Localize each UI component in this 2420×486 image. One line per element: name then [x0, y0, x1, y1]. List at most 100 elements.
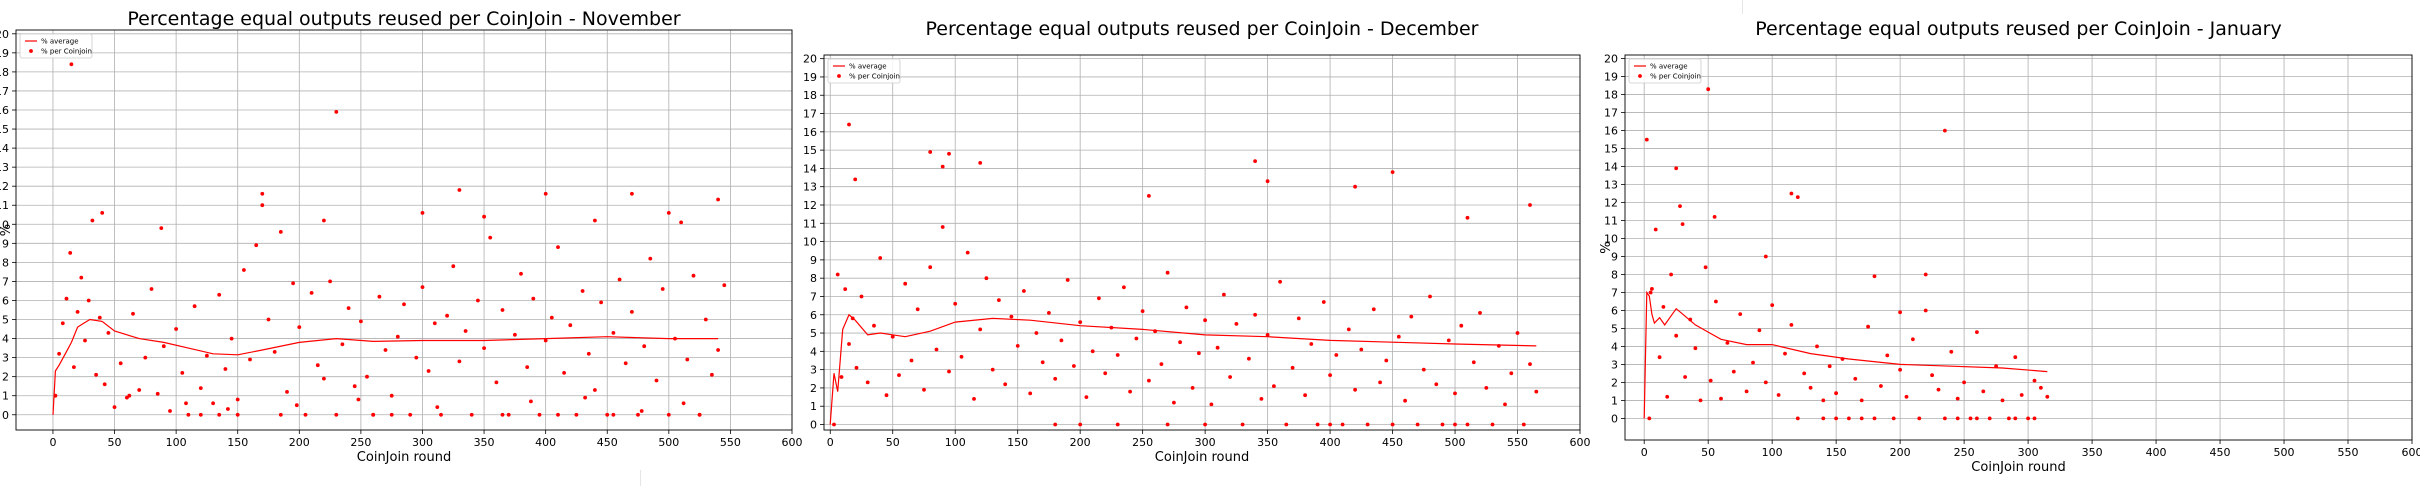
y-tick-label: 10: [1604, 233, 1618, 246]
data-point: [872, 323, 876, 328]
data-point: [897, 373, 901, 377]
y-tick-label: 15: [1604, 143, 1618, 156]
data-point: [1222, 292, 1226, 297]
data-point: [1103, 371, 1108, 376]
y-tick-label: 9: [810, 254, 817, 267]
data-point: [1783, 351, 1787, 356]
data-point: [1859, 416, 1864, 421]
data-point: [839, 375, 844, 379]
x-axis-label: CoinJoin round: [1155, 450, 1249, 465]
data-point: [174, 327, 179, 331]
data-point: [356, 397, 361, 402]
data-point: [371, 412, 376, 417]
data-point: [198, 412, 203, 417]
data-point: [186, 412, 191, 417]
data-point: [928, 265, 933, 270]
x-tick-label: 350: [2082, 446, 2103, 459]
data-point: [1528, 203, 1532, 207]
data-point: [1674, 166, 1679, 171]
data-point: [1228, 375, 1232, 379]
data-point: [1003, 382, 1008, 387]
y-tick-label: 20: [803, 53, 817, 66]
data-point: [1834, 391, 1838, 396]
data-point: [1898, 310, 1902, 315]
data-point: [1708, 378, 1713, 383]
data-point: [543, 338, 548, 343]
data-point: [1981, 389, 1986, 394]
data-point: [1885, 353, 1890, 358]
legend-label-per-coinjoin: % per Coinjoin: [1650, 73, 1701, 81]
data-point: [1197, 351, 1201, 356]
data-point: [334, 412, 339, 417]
y-tick-label: 6: [1611, 304, 1618, 317]
data-point: [1140, 309, 1145, 313]
data-point: [1353, 387, 1357, 392]
data-point: [854, 365, 859, 370]
data-point: [568, 323, 573, 328]
y-tick-label: 16: [0, 104, 9, 117]
data-point: [2032, 378, 2037, 383]
data-point: [64, 296, 69, 301]
data-point: [978, 327, 983, 332]
data-point: [1644, 137, 1649, 142]
data-point: [586, 351, 591, 356]
data-point: [426, 369, 431, 373]
x-tick-label: 200: [1070, 436, 1091, 449]
data-point: [278, 230, 283, 234]
data-point: [1203, 422, 1207, 427]
data-point: [217, 412, 222, 417]
data-point: [1534, 389, 1539, 394]
x-tick-label: 600: [2402, 446, 2420, 459]
data-point: [57, 351, 61, 356]
y-tick-label: 15: [803, 144, 817, 157]
data-point: [106, 331, 111, 335]
chart-title: Percentage equal outputs reused per Coin…: [1755, 18, 2281, 40]
data-point: [1680, 222, 1685, 227]
data-point: [1853, 376, 1858, 381]
data-point: [710, 372, 714, 377]
y-tick-label: 13: [803, 181, 817, 194]
y-tick-label: 0: [2, 409, 9, 422]
x-tick-label: 0: [827, 436, 834, 449]
data-point: [322, 218, 326, 223]
average-line: [52, 318, 719, 415]
data-point: [1421, 367, 1426, 372]
data-point: [217, 292, 222, 297]
y-tick-label: 14: [803, 162, 817, 175]
data-point: [835, 272, 840, 277]
data-point: [408, 412, 413, 417]
y-tick-label: 2: [2, 371, 9, 384]
data-point: [1247, 356, 1251, 361]
data-point: [666, 412, 671, 417]
data-point: [53, 393, 58, 398]
data-point: [1353, 184, 1357, 189]
x-tick-label: 450: [1382, 436, 1403, 449]
data-point: [1053, 422, 1058, 427]
data-point: [1359, 347, 1364, 352]
legend-point-swatch: [1638, 74, 1642, 78]
data-point: [1911, 337, 1915, 342]
data-point: [965, 250, 970, 255]
data-point: [2039, 385, 2043, 390]
data-point: [947, 151, 951, 156]
data-point: [118, 361, 123, 366]
y-tick-label: 10: [0, 218, 9, 231]
data-point: [60, 321, 65, 326]
data-point: [1763, 380, 1768, 385]
y-tick-label: 19: [803, 71, 817, 84]
data-point: [1757, 328, 1762, 333]
data-point: [1147, 378, 1151, 383]
y-tick-label: 7: [810, 290, 817, 303]
data-point: [1153, 329, 1157, 334]
data-point: [1434, 382, 1439, 387]
y-tick-label: 20: [0, 28, 9, 41]
data-point: [1731, 369, 1736, 374]
data-point: [1453, 422, 1457, 427]
x-tick-label: 150: [227, 436, 248, 449]
data-point: [1053, 376, 1058, 381]
data-point: [266, 317, 271, 322]
data-point: [681, 401, 686, 406]
data-point: [909, 358, 914, 363]
data-point: [639, 409, 644, 413]
data-point: [500, 412, 505, 417]
